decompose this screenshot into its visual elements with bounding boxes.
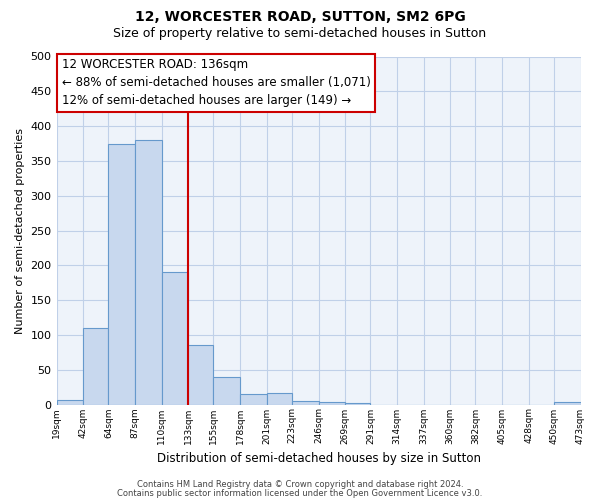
Bar	[135, 140, 161, 404]
Bar	[240, 394, 266, 404]
X-axis label: Distribution of semi-detached houses by size in Sutton: Distribution of semi-detached houses by …	[157, 452, 481, 465]
Text: Contains HM Land Registry data © Crown copyright and database right 2024.: Contains HM Land Registry data © Crown c…	[137, 480, 463, 489]
Bar	[56, 400, 83, 404]
Bar	[214, 376, 240, 404]
Bar	[266, 394, 292, 404]
Y-axis label: Number of semi-detached properties: Number of semi-detached properties	[15, 128, 25, 334]
Bar	[109, 144, 135, 404]
Bar	[345, 403, 370, 404]
Text: 12 WORCESTER ROAD: 136sqm
← 88% of semi-detached houses are smaller (1,071)
12% : 12 WORCESTER ROAD: 136sqm ← 88% of semi-…	[62, 58, 371, 107]
Bar	[319, 402, 345, 404]
Bar	[83, 328, 109, 404]
Bar	[161, 272, 188, 404]
Text: Contains public sector information licensed under the Open Government Licence v3: Contains public sector information licen…	[118, 488, 482, 498]
Bar	[554, 402, 581, 404]
Text: Size of property relative to semi-detached houses in Sutton: Size of property relative to semi-detach…	[113, 28, 487, 40]
Bar	[188, 346, 214, 405]
Bar	[292, 401, 319, 404]
Text: 12, WORCESTER ROAD, SUTTON, SM2 6PG: 12, WORCESTER ROAD, SUTTON, SM2 6PG	[134, 10, 466, 24]
